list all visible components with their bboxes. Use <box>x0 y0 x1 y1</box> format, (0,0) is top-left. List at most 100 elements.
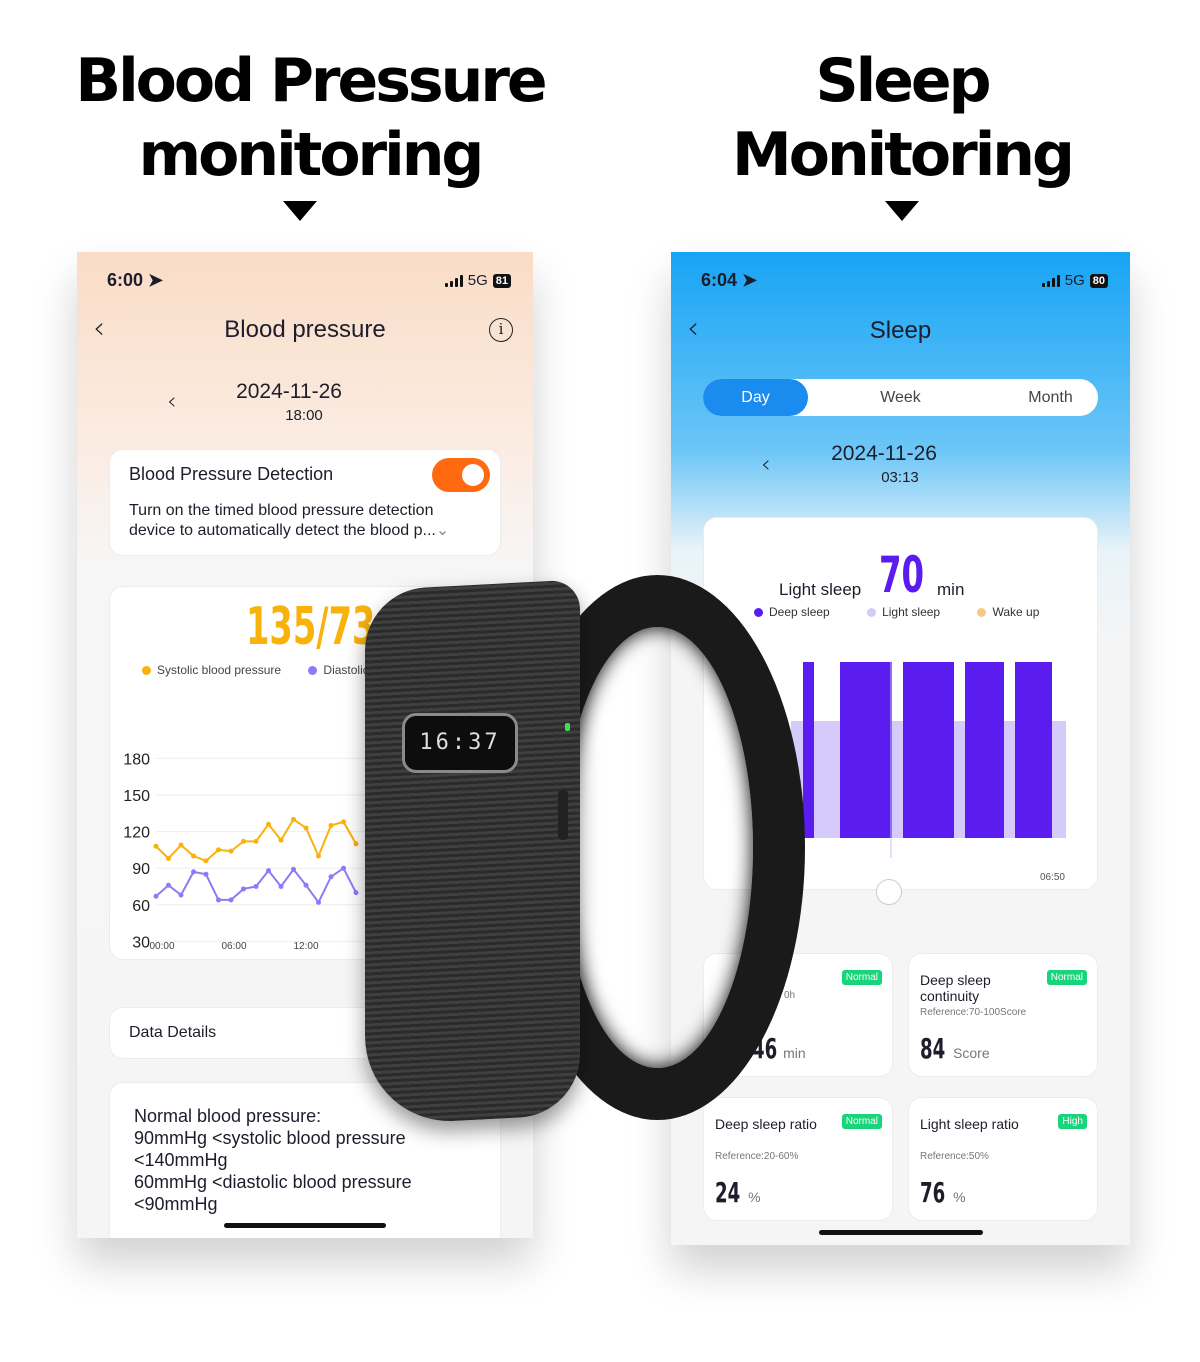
deep-sleep-segment <box>903 662 954 838</box>
date-label: 2024-11-26 <box>831 442 937 465</box>
heading-line: monitoring <box>138 120 485 190</box>
data-point <box>241 886 246 892</box>
network-label: 5G <box>467 272 488 289</box>
data-point <box>216 897 221 903</box>
metric-title: Light sleep ratio <box>920 1116 1019 1132</box>
data-point <box>153 893 159 899</box>
arrow-down-icon <box>885 201 919 221</box>
tab-week[interactable]: Week <box>880 389 921 406</box>
location-icon: ➤ <box>742 270 758 290</box>
normal-range-text: Normal blood pressure: 90mmHg <systolic … <box>134 1105 412 1215</box>
light-sleep-segment <box>892 721 903 838</box>
time-label: 03:13 <box>881 469 919 486</box>
data-point <box>328 874 334 880</box>
fitness-band-image: 16:37 <box>360 570 810 1130</box>
data-point <box>166 882 171 888</box>
time-label: 18:00 <box>285 407 323 424</box>
x-tick-label: 00:00 <box>149 941 174 952</box>
y-tick-label: 150 <box>123 788 150 805</box>
band-display: 16:37 <box>402 713 518 773</box>
arrow-down-icon <box>283 201 317 221</box>
heading-line: Blood Pressure <box>75 46 547 116</box>
home-indicator[interactable] <box>819 1230 983 1235</box>
detection-card: Blood Pressure Detection Turn on the tim… <box>109 449 501 556</box>
metric-value: 76% <box>920 1176 966 1209</box>
description-line: device to automatically detect the blood… <box>129 522 436 539</box>
bp-value: 135/73 <box>246 597 376 657</box>
y-tick-label: 60 <box>132 898 150 915</box>
info-line: Normal blood pressure: <box>134 1106 322 1126</box>
status-bar: 5G 80 <box>1041 272 1108 289</box>
metric-reference: Reference:50% <box>920 1151 989 1162</box>
band-strap-front <box>365 579 580 1126</box>
data-point <box>291 816 296 822</box>
info-line: 60mmHg <diastolic blood pressure <box>134 1172 412 1192</box>
data-point <box>253 838 259 844</box>
status-badge: Normal <box>841 970 882 985</box>
data-point <box>303 825 309 831</box>
previous-date-button[interactable]: ‹ <box>761 450 771 478</box>
back-button[interactable]: ‹ <box>93 311 105 346</box>
network-label: 5G <box>1064 272 1085 289</box>
tab-month[interactable]: Month <box>1028 389 1073 406</box>
heading-blood-pressure: Blood Pressure monitoring <box>20 44 600 192</box>
data-point <box>328 823 334 828</box>
legend-light: Light sleep <box>867 605 940 619</box>
period-tabs: Day Week Month <box>703 379 1098 416</box>
description-line: Turn on the timed blood pressure detecti… <box>129 502 434 519</box>
heading-sleep: Sleep Monitoring <box>612 44 1192 192</box>
sleep-metric-card[interactable]: Deep sleep continuity Normal Reference:7… <box>908 953 1098 1077</box>
info-line: <140mmHg <box>134 1150 228 1170</box>
summary-unit: min <box>937 580 965 599</box>
status-bar: 5G 81 <box>444 272 511 289</box>
location-icon: ➤ <box>148 270 164 290</box>
expand-chevron-icon[interactable]: ⌄ <box>435 522 450 539</box>
info-icon[interactable]: i <box>489 318 513 342</box>
legend-deep: Deep sleep <box>754 605 830 619</box>
heading-line: Sleep <box>815 46 991 116</box>
heading-line: Monitoring <box>732 120 1075 190</box>
data-point <box>253 884 259 889</box>
data-point <box>191 869 196 875</box>
band-time: 16:37 <box>419 730 501 755</box>
data-point <box>153 843 159 849</box>
metric-value: 84 Score <box>920 1032 990 1065</box>
page-title: Blood pressure <box>224 316 386 343</box>
metric-value: 46 min <box>752 1032 806 1065</box>
sleep-metric-card[interactable]: Deep sleep ratio Normal Reference:20-60%… <box>703 1097 893 1221</box>
signal-icon <box>444 274 463 287</box>
detection-toggle[interactable] <box>432 458 490 492</box>
y-tick-label: 30 <box>132 934 150 951</box>
data-point <box>178 892 184 898</box>
data-point <box>303 882 309 888</box>
sleep-metric-card[interactable]: Light sleep ratio High Reference:50% 76% <box>908 1097 1098 1221</box>
summary-label: Light sleep <box>779 580 862 599</box>
tab-day[interactable]: Day <box>703 379 808 416</box>
data-point <box>353 841 359 847</box>
deep-sleep-segment <box>803 662 814 838</box>
page-title: Sleep <box>869 317 932 344</box>
status-time: 6:00 ➤ <box>107 270 164 290</box>
data-point <box>266 821 271 827</box>
battery-icon: 80 <box>1089 273 1108 288</box>
data-point <box>191 853 196 859</box>
status-badge: Normal <box>1046 970 1087 985</box>
home-indicator[interactable] <box>224 1223 386 1228</box>
legend-systolic: Systolic blood pressure <box>142 663 281 677</box>
back-button[interactable]: ‹ <box>687 311 699 346</box>
data-point <box>278 837 284 843</box>
x-tick-label: 06:50 <box>1039 872 1065 883</box>
metric-reference: Reference:20-60% <box>715 1151 799 1162</box>
data-point <box>316 853 321 859</box>
data-point <box>166 855 171 861</box>
light-sleep-segment <box>1052 721 1066 838</box>
battery-icon: 81 <box>492 273 511 288</box>
metric-title: Deep sleep continuity <box>920 972 991 1004</box>
light-sleep-segment <box>814 721 840 838</box>
chart-scrubber-handle[interactable] <box>876 879 902 905</box>
status-badge: Normal <box>841 1114 882 1129</box>
previous-date-button[interactable]: ‹ <box>167 387 177 415</box>
y-tick-label: 120 <box>123 825 150 842</box>
data-point <box>278 884 284 889</box>
light-sleep-segment <box>1004 721 1015 838</box>
